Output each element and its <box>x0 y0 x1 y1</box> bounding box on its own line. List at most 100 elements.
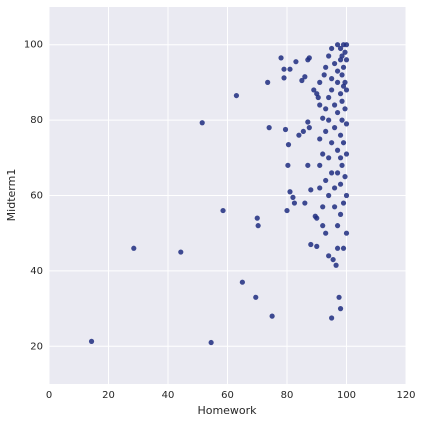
point <box>330 256 336 263</box>
point <box>281 75 287 81</box>
point <box>337 91 344 97</box>
point <box>323 64 329 70</box>
point <box>334 79 341 85</box>
point <box>305 119 311 125</box>
point <box>278 55 284 61</box>
point <box>302 200 308 206</box>
point <box>343 121 350 127</box>
point <box>334 109 341 116</box>
point <box>326 53 332 59</box>
point <box>326 94 332 101</box>
point <box>334 223 341 229</box>
point <box>317 79 323 85</box>
point <box>300 128 306 135</box>
point <box>332 102 338 108</box>
point <box>306 125 312 131</box>
point <box>323 128 329 135</box>
point <box>254 215 260 221</box>
point <box>343 87 350 93</box>
point <box>339 53 345 59</box>
point <box>332 185 338 191</box>
point <box>340 245 347 251</box>
point <box>339 98 345 104</box>
point <box>320 204 326 210</box>
point <box>208 339 214 346</box>
point <box>332 204 338 210</box>
point <box>266 125 272 131</box>
y-tick-label: 100 <box>24 40 43 51</box>
point <box>281 66 287 72</box>
point <box>329 45 335 52</box>
point <box>337 211 344 217</box>
point <box>308 187 314 193</box>
point <box>329 140 335 146</box>
point <box>326 155 332 161</box>
point <box>317 102 323 108</box>
y-tick-label: 20 <box>30 341 43 352</box>
point <box>265 79 271 85</box>
point <box>323 230 329 236</box>
point <box>315 94 321 101</box>
point <box>253 294 259 300</box>
point <box>334 170 341 176</box>
point <box>333 262 339 268</box>
point <box>323 106 329 112</box>
point <box>329 170 335 176</box>
point <box>332 60 338 67</box>
x-tick-label: 120 <box>396 390 415 401</box>
point <box>233 92 240 99</box>
point <box>337 132 344 138</box>
point <box>329 87 335 93</box>
point <box>296 132 302 138</box>
point <box>326 192 332 199</box>
point <box>337 45 344 52</box>
point <box>334 68 341 74</box>
point <box>320 151 326 157</box>
point <box>199 120 205 126</box>
point <box>340 140 347 146</box>
x-axis-label: Homework <box>197 404 257 417</box>
point <box>339 162 345 168</box>
x-tick-label: 60 <box>221 390 234 401</box>
point <box>340 64 347 70</box>
point <box>314 243 320 249</box>
point <box>293 59 299 65</box>
point <box>323 177 329 184</box>
y-tick-label: 60 <box>30 191 43 202</box>
point <box>282 126 289 133</box>
point <box>317 162 323 168</box>
point <box>343 42 350 48</box>
point <box>239 279 245 285</box>
point <box>342 174 348 180</box>
point <box>178 249 184 255</box>
point <box>320 223 326 229</box>
point <box>334 245 341 251</box>
point <box>340 200 347 206</box>
point <box>329 76 335 82</box>
point <box>321 72 327 78</box>
point <box>339 117 345 123</box>
point <box>342 49 348 55</box>
point <box>88 338 95 344</box>
x-tick-label: 40 <box>162 390 175 401</box>
point <box>343 192 350 199</box>
point <box>287 66 293 72</box>
x-tick-label: 100 <box>337 390 356 401</box>
point <box>308 241 314 248</box>
point <box>337 181 344 187</box>
point <box>290 194 296 200</box>
y-tick-label: 80 <box>30 115 43 126</box>
y-tick-label: 40 <box>30 266 43 277</box>
point <box>317 136 323 142</box>
point <box>255 223 261 229</box>
point <box>317 185 323 191</box>
point <box>332 125 338 131</box>
point <box>287 189 293 195</box>
point <box>285 162 291 168</box>
point <box>329 315 335 321</box>
point <box>269 313 275 319</box>
x-tick-label: 80 <box>281 390 294 401</box>
point <box>337 155 344 161</box>
point <box>342 79 348 85</box>
